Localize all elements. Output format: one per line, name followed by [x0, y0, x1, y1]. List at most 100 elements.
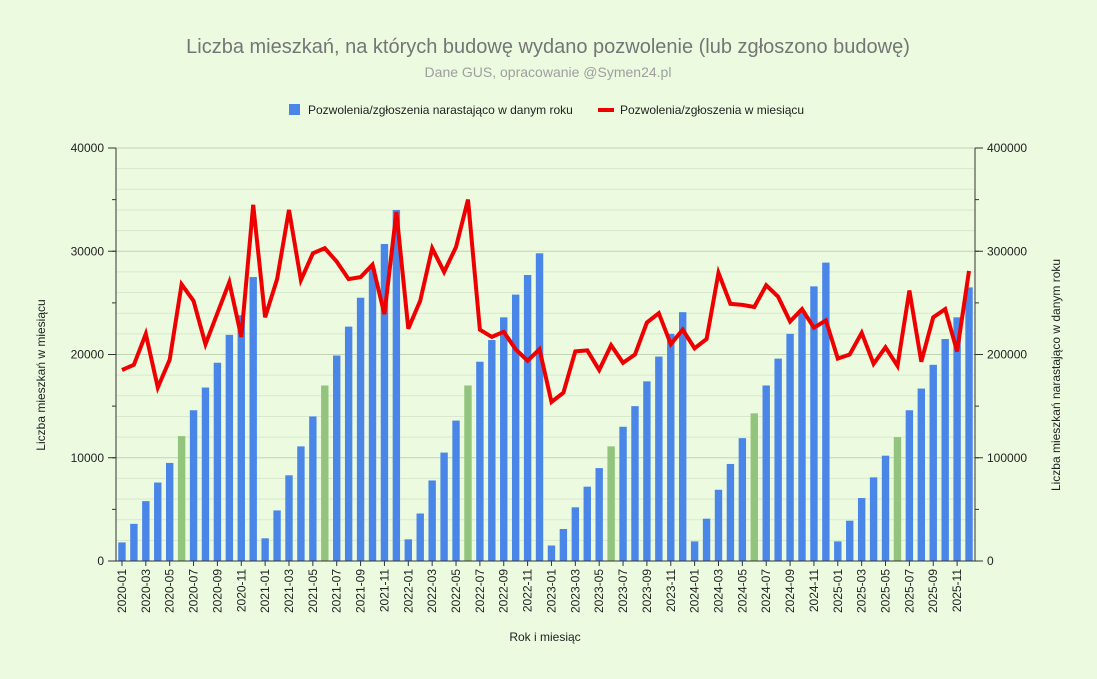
bar-2022-12: [535, 253, 544, 561]
x-tick-label: 2021-03: [282, 569, 296, 613]
bar-2025-03: [857, 498, 866, 561]
bar-2022-08: [488, 340, 496, 561]
bar-2022-09: [500, 317, 508, 561]
x-tick-label: 2021-11: [377, 569, 391, 612]
bar-2023-07: [619, 426, 627, 561]
x-tick-label: 2021-07: [330, 569, 344, 613]
x-tick-label: 2023-09: [640, 569, 654, 613]
x-tick-label: 2020-09: [210, 569, 224, 613]
bar-2024-01: [690, 541, 699, 561]
bar-2021-01: [261, 538, 269, 561]
x-tick-label: 2020-07: [187, 569, 201, 613]
bar-2025-07: [905, 410, 914, 561]
x-tick-label: 2023-07: [616, 569, 630, 613]
x-tick-label: 2023-05: [592, 569, 606, 613]
bar-2020-10: [225, 334, 234, 561]
bar-2021-06: [321, 385, 329, 561]
x-tick-label: 2020-05: [163, 569, 177, 613]
bar-2025-01: [834, 541, 842, 561]
x-tick-label: 2022-07: [473, 569, 487, 613]
legend: Pozwolenia/zgłoszenia narastająco w dany…: [289, 103, 804, 117]
bar-2020-06: [177, 436, 186, 561]
bar-2020-11: [237, 315, 245, 561]
left-axis-ticks: 0 10000 20000 30000 40000: [71, 141, 116, 568]
left-axis-title: Liczba mieszkań w miesiącu: [34, 299, 48, 450]
bar-2023-06: [607, 446, 615, 561]
bar-2025-11: [953, 317, 961, 561]
bar-2021-08: [344, 326, 353, 561]
bar-2024-06: [750, 413, 758, 561]
bars: [118, 209, 973, 561]
bar-2023-11: [667, 333, 675, 561]
left-tick-label: 20000: [71, 348, 105, 362]
bar-2023-04: [583, 486, 591, 561]
bar-2021-10: [368, 268, 377, 561]
right-tick-label: 200000: [987, 348, 1027, 362]
bar-2020-04: [154, 482, 162, 561]
bar-2024-07: [762, 385, 770, 561]
bar-2024-11: [810, 286, 818, 561]
bar-2021-07: [333, 355, 341, 561]
bar-2024-12: [822, 262, 830, 561]
bar-2025-06: [893, 437, 902, 561]
x-tick-label: 2024-01: [688, 569, 702, 613]
chart-title: Liczba mieszkań, na których budowę wydan…: [186, 36, 910, 58]
bar-2023-02: [559, 528, 568, 561]
bar-2023-10: [655, 356, 663, 561]
bar-2020-07: [189, 410, 198, 561]
bar-2023-01: [547, 545, 556, 561]
x-tick-label: 2024-07: [759, 569, 773, 613]
bar-2021-03: [285, 475, 293, 561]
bar-2020-03: [142, 501, 150, 561]
bar-2025-09: [929, 364, 937, 561]
x-tick-label: 2021-01: [258, 569, 272, 613]
bar-2025-05: [881, 455, 890, 561]
bar-2022-10: [511, 294, 520, 561]
left-tick-label: 40000: [71, 141, 105, 155]
bar-2022-11: [523, 274, 532, 561]
right-axis-ticks: 0 100000 200000 300000 400000: [975, 141, 1027, 568]
bar-2023-09: [643, 381, 651, 561]
bar-2023-12: [679, 312, 687, 561]
bar-2025-08: [917, 388, 926, 561]
x-tick-label: 2020-01: [115, 569, 129, 613]
bar-2022-07: [476, 361, 484, 561]
bar-2021-02: [273, 510, 281, 561]
x-tick-label: 2024-03: [712, 569, 726, 613]
legend-label-bar: Pozwolenia/zgłoszenia narastająco w dany…: [308, 103, 573, 117]
bar-2022-06: [464, 385, 472, 561]
x-tick-label: 2022-11: [521, 569, 535, 612]
x-tick-label: 2020-11: [234, 569, 248, 612]
x-tick-label: 2024-11: [807, 569, 821, 612]
x-tick-label: 2023-11: [664, 569, 678, 612]
x-tick-label: 2023-03: [568, 569, 582, 613]
x-tick-label: 2022-03: [425, 569, 439, 613]
bar-2025-02: [846, 520, 854, 561]
x-tick-label: 2025-11: [950, 569, 964, 612]
x-tick-label: 2024-05: [735, 569, 749, 613]
bar-2024-05: [738, 438, 747, 561]
legend-label-line: Pozwolenia/zgłoszenia w miesiącu: [620, 103, 804, 117]
x-tick-label: 2025-05: [879, 569, 893, 613]
bar-2022-01: [404, 539, 412, 561]
bar-2022-04: [440, 452, 448, 561]
bar-2024-08: [774, 358, 782, 561]
bar-2025-04: [869, 477, 878, 561]
x-tick-label: 2025-07: [902, 569, 916, 613]
x-tick-label: 2024-09: [783, 569, 797, 613]
bar-2023-08: [631, 406, 639, 561]
bar-2021-04: [297, 446, 305, 561]
bar-2025-12: [965, 287, 973, 561]
x-tick-label: 2022-05: [449, 569, 463, 613]
x-tick-label: 2023-01: [545, 569, 559, 613]
bar-2025-10: [941, 339, 949, 561]
x-axis-title: Rok i miesiąc: [509, 630, 580, 644]
x-tick-label: 2025-03: [855, 569, 869, 613]
bar-2024-02: [702, 518, 711, 561]
bar-2021-11: [380, 244, 389, 561]
left-tick-label: 10000: [71, 451, 105, 465]
right-tick-label: 0: [987, 554, 994, 568]
chart-subtitle: Dane GUS, opracowanie @Symen24.pl: [425, 64, 672, 80]
bar-2024-04: [726, 463, 735, 561]
